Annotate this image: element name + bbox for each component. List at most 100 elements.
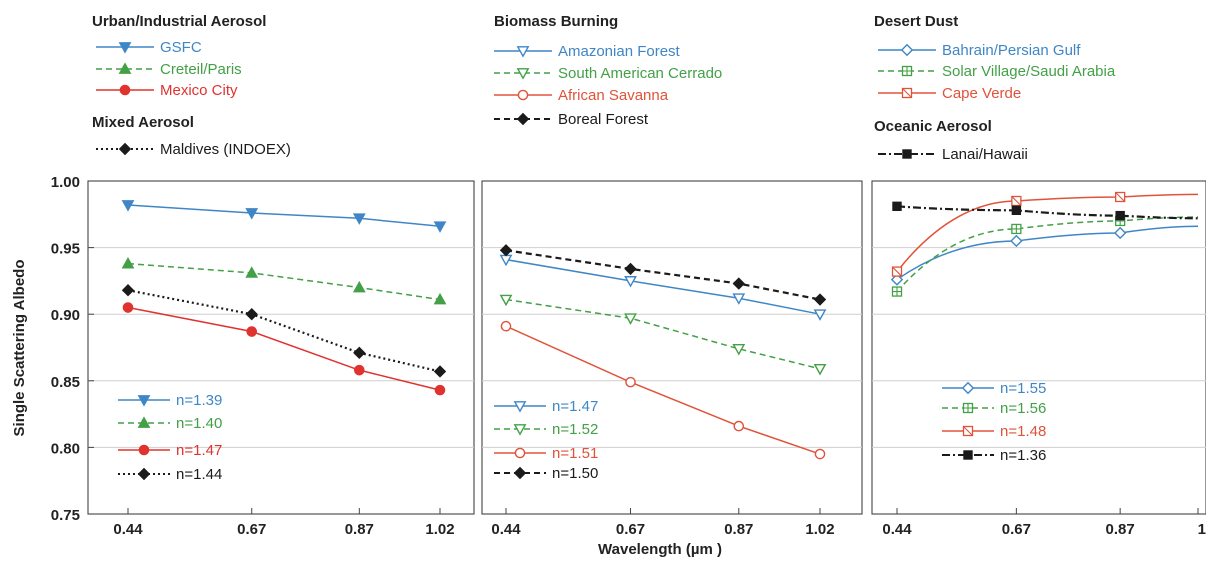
x-axis-label: Wavelength (µm ): [598, 541, 722, 558]
legend-marker: [516, 68, 530, 80]
n-legend-label: n=1.52: [552, 421, 598, 438]
x-tick-label: 0.87: [345, 521, 374, 538]
n-legend-marker-cross: [963, 426, 973, 436]
data-point: [433, 221, 447, 233]
data-point: [1011, 223, 1022, 235]
x-tick-label: 1.02: [425, 521, 454, 538]
x-tick-label: 0.44: [882, 521, 912, 538]
series-boreal-forest: [499, 244, 827, 306]
n-legend-marker: [137, 416, 151, 428]
x-tick-label: 1: [1198, 521, 1206, 538]
data-point: [891, 286, 903, 297]
data-point: [354, 364, 365, 376]
data-point: [733, 420, 745, 432]
plot-frame: [871, 180, 1206, 515]
series-maldives-indoex-: [121, 284, 447, 378]
data-point: [813, 363, 827, 376]
n-legend-label: n=1.47: [552, 398, 598, 415]
series-african-savanna: [500, 320, 826, 460]
legend-marker-cross: [902, 88, 912, 98]
n-legend-label: n=1.47: [176, 442, 222, 459]
legend-marker: [901, 87, 913, 99]
data-point: [352, 280, 366, 293]
data-point: [499, 244, 513, 257]
n-legend-marker-plus: [963, 403, 973, 413]
n-legend-label: n=1.39: [176, 392, 222, 409]
n-legend-label: n=1.55: [1000, 380, 1046, 397]
series-line: [896, 205, 1199, 220]
legend-marker: [516, 46, 530, 58]
data-point-cross: [1011, 196, 1022, 206]
series-line: [896, 216, 1199, 293]
legend-marker-plus: [902, 66, 912, 76]
legend-label: Maldives (INDOEX): [160, 141, 291, 158]
series-line: [505, 298, 821, 370]
n-legend-label: n=1.50: [552, 465, 598, 482]
y-tick-label: 0.75: [51, 507, 80, 524]
n-legend-marker: [962, 402, 974, 414]
x-tick-label: 1.02: [805, 521, 834, 538]
series-solar-village-saudi-arabia: [891, 215, 1199, 297]
legend-label: Creteil/Paris: [160, 61, 242, 78]
data-point: [353, 346, 366, 360]
data-point-cross: [892, 266, 902, 277]
data-point: [1010, 234, 1023, 248]
y-tick-label: 1.00: [51, 174, 80, 191]
data-point: [246, 326, 258, 337]
series-creteil-paris: [121, 256, 447, 305]
n-legend-marker: [514, 447, 526, 459]
data-point: [352, 213, 366, 225]
legend-marker: [118, 42, 132, 54]
data-point-plus: [892, 287, 902, 297]
legend-label: South American Cerrado: [558, 65, 722, 82]
n-legend-marker: [963, 450, 973, 460]
group-title: Mixed Aerosol: [92, 114, 194, 131]
n-legend-marker: [137, 395, 151, 407]
panels: 0.75 0.80 0.85 0.90 0.95 1.00 0.44 0.67 0.87 1.02…: [51, 13, 1206, 538]
panel-3: 0.44 0.67 0.87 1 Desert Dust Bahrain/Persian …: [871, 13, 1206, 538]
legend-marker: [118, 142, 132, 156]
data-point: [1011, 195, 1022, 207]
data-point: [1115, 210, 1125, 221]
y-tick-label: 0.85: [51, 374, 80, 391]
legend-marker: [901, 65, 913, 77]
series-lanai-hawaii: [892, 201, 1199, 221]
data-point: [121, 200, 135, 212]
x-tick-label: 0.44: [491, 521, 521, 538]
y-tick-label: 0.80: [51, 440, 80, 457]
legend-label: Solar Village/Saudi Arabia: [942, 63, 1116, 80]
series-cape-verde: [891, 191, 1199, 277]
legend-label: Mexico City: [160, 82, 238, 99]
data-point: [625, 376, 636, 388]
series-line: [505, 325, 821, 455]
y-axis-label: Single Scattering Albedo: [11, 260, 28, 437]
data-point: [434, 384, 446, 396]
n-legend-marker: [962, 425, 974, 437]
legend-label: GSFC: [160, 39, 202, 56]
n-legend-label: n=1.44: [176, 466, 222, 483]
series-line: [127, 289, 441, 373]
data-point: [433, 292, 447, 305]
n-legend-label: n=1.51: [552, 445, 598, 462]
data-point: [813, 309, 827, 321]
legend-marker: [517, 89, 529, 101]
legend-label: Bahrain/Persian Gulf: [942, 42, 1081, 59]
x-tick-label: 0.87: [724, 521, 753, 538]
legend-marker: [118, 62, 132, 74]
n-legend-marker: [137, 467, 151, 481]
legend-marker: [900, 43, 914, 57]
group-title: Desert Dust: [874, 13, 958, 30]
data-point: [890, 273, 904, 286]
series-bahrain-persian-gulf: [890, 225, 1199, 286]
series-line: [127, 262, 441, 301]
x-tick-label: 0.67: [237, 521, 266, 538]
plot-frame: [481, 180, 863, 515]
data-point: [892, 201, 902, 212]
panel-1: 0.75 0.80 0.85 0.90 0.95 1.00 0.44 0.67 0.87 1.02…: [51, 13, 475, 538]
n-legend-marker: [961, 381, 975, 395]
data-point: [813, 293, 827, 306]
n-legend-label: n=1.36: [1000, 447, 1046, 464]
data-point: [245, 266, 259, 278]
panel-2: 0.44 0.67 0.87 1.02 Biomass Burning Amazonian…: [481, 13, 863, 538]
